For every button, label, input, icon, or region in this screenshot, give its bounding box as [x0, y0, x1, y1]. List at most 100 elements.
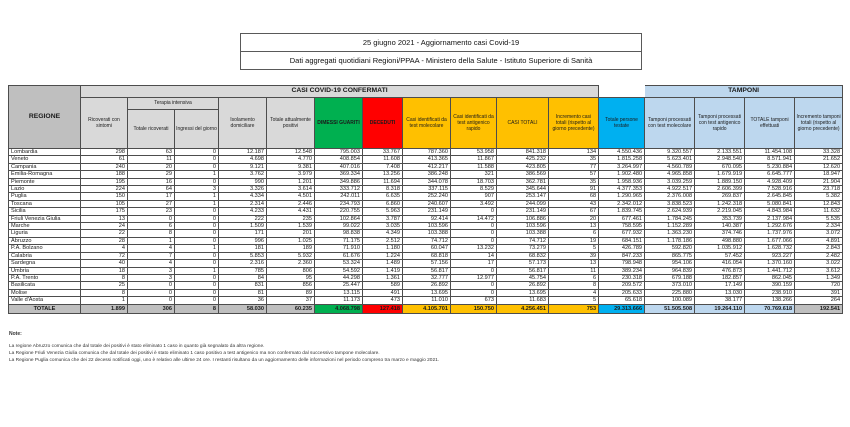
header-totale-tamponi: TOTALE tamponi effettuati: [744, 97, 796, 149]
data-cell: 103.388: [402, 229, 451, 238]
data-cell: 416.054: [694, 259, 746, 268]
totals-cell: 4.068.798: [314, 303, 363, 314]
data-cell: 5: [547, 296, 600, 305]
data-cell: 100.089: [644, 296, 696, 305]
region-name-cell: Marche: [8, 222, 81, 231]
data-cell: 195: [80, 177, 128, 187]
region-row: Sicilia 175 23 0 4.233 4.431 220.755 5.963 231.1…: [8, 207, 844, 216]
data-cell: 12.977: [450, 273, 497, 283]
data-cell: 333.712: [314, 185, 363, 194]
data-cell: 0: [450, 266, 497, 275]
data-cell: 1: [174, 244, 219, 253]
data-cell: 11.683: [496, 296, 549, 305]
data-cell: 12.843: [794, 199, 844, 209]
data-cell: 13: [80, 214, 128, 224]
data-cell: 27: [127, 199, 175, 209]
header-deceduti: DECEDUTI: [362, 97, 403, 149]
data-cell: 224: [80, 185, 128, 194]
data-cell: 670.095: [694, 162, 746, 172]
region-name-cell: Lombardia: [8, 147, 81, 157]
data-cell: 11.454.108: [744, 147, 796, 157]
tamponi-band: TAMPONI: [644, 85, 844, 98]
data-cell: 408.854: [314, 155, 363, 164]
data-cell: 6.860: [362, 199, 403, 209]
data-cell: 1.815.258: [598, 155, 646, 164]
data-cell: 677.461: [598, 214, 646, 224]
header-ricoverati: Ricoverati con sintomi: [80, 97, 128, 149]
data-cell: 103.388: [496, 229, 549, 238]
data-cell: 4.501: [266, 192, 315, 201]
data-cell: 4.550.436: [598, 147, 646, 157]
data-cell: 68.832: [496, 251, 549, 261]
casi-confermati-band: CASI COVID-19 CONFERMATI: [79, 85, 600, 98]
data-cell: 831: [218, 281, 267, 290]
data-cell: 679.188: [644, 273, 696, 283]
data-cell: 20: [127, 162, 175, 172]
region-name-cell: Calabria: [8, 251, 81, 261]
data-cell: 13: [547, 222, 600, 231]
data-cell: 423.805: [496, 162, 549, 172]
data-cell: 0: [174, 207, 219, 216]
data-cell: 57.173: [496, 259, 549, 268]
data-cell: 344.078: [402, 177, 451, 187]
data-cell: 0: [174, 251, 219, 261]
data-cell: 252.240: [402, 192, 451, 201]
data-cell: 795.003: [314, 147, 363, 157]
region-name-cell: Emilia-Romagna: [8, 170, 81, 179]
data-cell: 18.703: [450, 177, 497, 187]
data-cell: 64: [127, 185, 175, 194]
region-row: Lazio 224 64 3 3.326 3.614 333.712 8.318 337.115…: [8, 185, 844, 194]
data-cell: 2.376.008: [644, 192, 696, 201]
data-cell: 4.891: [794, 236, 844, 246]
region-name-cell: Abruzzo: [8, 236, 81, 246]
data-cell: 102.864: [314, 214, 363, 224]
data-cell: 240: [80, 162, 128, 172]
data-cell: 17: [450, 259, 497, 268]
totals-cell: 306: [127, 303, 175, 314]
data-cell: 856: [266, 281, 315, 290]
data-cell: 12.187: [218, 147, 267, 157]
column-header-row: Ricoverati con sintomi Terapia intensiva…: [9, 97, 844, 149]
data-cell: 954.106: [644, 259, 696, 268]
data-cell: 38.177: [694, 296, 746, 305]
data-cell: 11.632: [794, 207, 844, 216]
region-name-cell: Sardegna: [8, 259, 81, 268]
data-cell: 8: [80, 273, 128, 283]
header-casi-molecolare: Casi identificati da test molecolare: [402, 97, 451, 149]
data-cell: 189: [266, 244, 315, 253]
data-cell: 0: [174, 296, 219, 305]
data-cell: 201: [266, 229, 315, 238]
data-cell: 106.886: [496, 214, 549, 224]
region-name-cell: Liguria: [8, 229, 81, 238]
data-cell: 4.843.984: [744, 207, 796, 216]
data-cell: 386.569: [496, 170, 549, 179]
data-cell: 269.837: [694, 192, 746, 201]
note-line: La regione Abruzzo comunica che dal tota…: [9, 344, 265, 349]
data-cell: 43: [547, 199, 600, 209]
data-cell: 7.528.916: [744, 185, 796, 194]
data-cell: 841.318: [496, 147, 549, 157]
data-cell: 2.360: [266, 259, 315, 268]
data-cell: 84: [218, 273, 267, 283]
header-ingressi-giorno: Ingressi del giorno: [174, 109, 219, 149]
data-cell: 3: [127, 266, 175, 275]
data-cell: 231.149: [496, 207, 549, 216]
data-cell: 242.011: [314, 192, 363, 201]
totals-cell: 753: [547, 303, 600, 314]
data-cell: 0: [127, 281, 175, 290]
data-cell: 95: [266, 273, 315, 283]
data-cell: 45.754: [496, 273, 549, 283]
data-cell: 373.010: [644, 281, 696, 290]
data-cell: 14: [450, 251, 497, 261]
blank-spacer-cell: [598, 85, 646, 98]
data-cell: 73.279: [496, 244, 549, 253]
data-cell: 209.572: [598, 281, 646, 290]
data-cell: 5.080.841: [744, 199, 796, 209]
data-cell: 138.266: [744, 296, 796, 305]
data-cell: 413.365: [402, 155, 451, 164]
data-cell: 2.342.012: [598, 199, 646, 209]
data-cell: 53.958: [450, 147, 497, 157]
totals-cell: 19.264.110: [694, 303, 746, 314]
data-cell: 1: [174, 266, 219, 275]
